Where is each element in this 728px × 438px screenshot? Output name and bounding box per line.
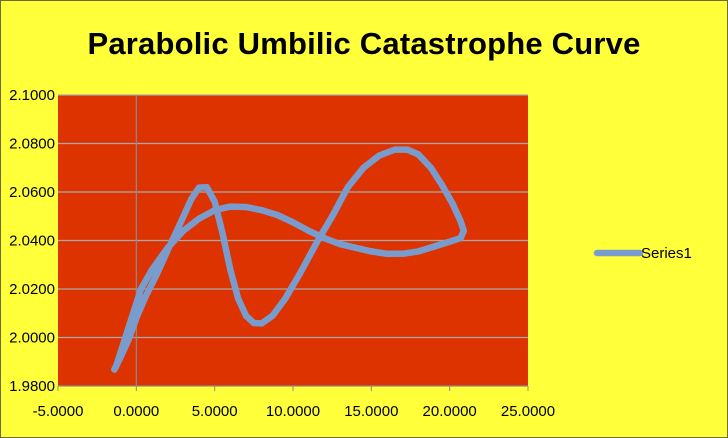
data-point <box>137 285 145 293</box>
data-point <box>430 243 438 250</box>
legend-label: Series1 <box>641 245 692 262</box>
data-point <box>352 244 359 251</box>
data-point <box>177 220 184 227</box>
data-point <box>120 339 128 346</box>
data-point <box>305 227 312 234</box>
data-point <box>274 211 281 219</box>
data-point <box>211 207 218 214</box>
chart-title: Parabolic Umbilic Catastrophe Curve <box>87 26 641 61</box>
data-point <box>404 146 411 153</box>
data-point <box>391 146 398 153</box>
data-point <box>148 266 156 273</box>
data-point <box>242 312 250 319</box>
data-point <box>457 217 464 225</box>
data-point <box>128 314 135 322</box>
data-point <box>211 198 218 205</box>
data-point <box>227 203 234 210</box>
data-point <box>235 295 242 302</box>
legend[interactable]: Series1 <box>593 245 692 262</box>
data-point <box>438 181 445 188</box>
data-point <box>282 295 289 302</box>
data-point <box>250 319 257 327</box>
data-point <box>195 215 203 222</box>
data-point <box>383 250 391 257</box>
data-point <box>427 164 435 171</box>
data-point <box>219 230 226 237</box>
x-tick-label: 5.0000 <box>192 403 238 420</box>
data-point <box>460 227 467 234</box>
data-point <box>133 314 140 322</box>
tick-labels: 1.9800 2.0000 2.0200 2.0400 2.0600 2.0800 2.10… <box>9 87 555 420</box>
x-tick-label: 25.0000 <box>501 403 555 420</box>
data-point <box>227 266 234 273</box>
data-point <box>153 271 160 278</box>
data-point <box>344 184 351 191</box>
data-point <box>142 293 149 300</box>
x-tick-label: 20.0000 <box>423 403 477 420</box>
data-point <box>289 219 297 226</box>
y-tick-label: 2.1000 <box>9 87 55 104</box>
data-point <box>336 240 344 248</box>
series-group <box>111 146 468 373</box>
y-tick-label: 1.9800 <box>9 378 55 395</box>
data-point <box>180 227 187 234</box>
data-point <box>457 234 464 242</box>
data-point <box>376 152 383 159</box>
y-tick-label: 2.0200 <box>9 281 55 298</box>
axes <box>57 95 529 391</box>
data-point <box>188 196 195 203</box>
data-point <box>242 203 250 211</box>
data-point <box>449 200 456 208</box>
data-point <box>164 244 171 251</box>
data-point <box>368 248 375 255</box>
x-tick-label: -5.0000 <box>33 403 84 420</box>
data-point <box>258 320 265 327</box>
data-point <box>125 336 132 344</box>
y-tick-label: 2.0600 <box>9 184 55 201</box>
data-point <box>195 184 203 191</box>
data-point <box>321 234 328 242</box>
data-point <box>446 238 453 245</box>
data-point <box>258 207 265 214</box>
data-point <box>203 184 210 191</box>
x-tick-label: 10.0000 <box>266 403 320 420</box>
y-tick-label: 2.0400 <box>9 233 55 250</box>
data-point <box>329 213 336 220</box>
data-point <box>360 164 367 171</box>
data-point <box>297 268 304 276</box>
data-point <box>269 312 276 319</box>
x-tick-label: 15.0000 <box>344 403 398 420</box>
x-tick-label: 0.0000 <box>113 403 159 420</box>
y-tick-label: 2.0800 <box>9 136 55 153</box>
data-point <box>415 151 422 158</box>
data-point <box>117 353 124 361</box>
data-point <box>313 239 320 247</box>
data-point <box>112 363 120 370</box>
data-point <box>399 250 406 257</box>
y-tick-label: 2.0000 <box>9 330 55 347</box>
data-point <box>415 248 422 255</box>
